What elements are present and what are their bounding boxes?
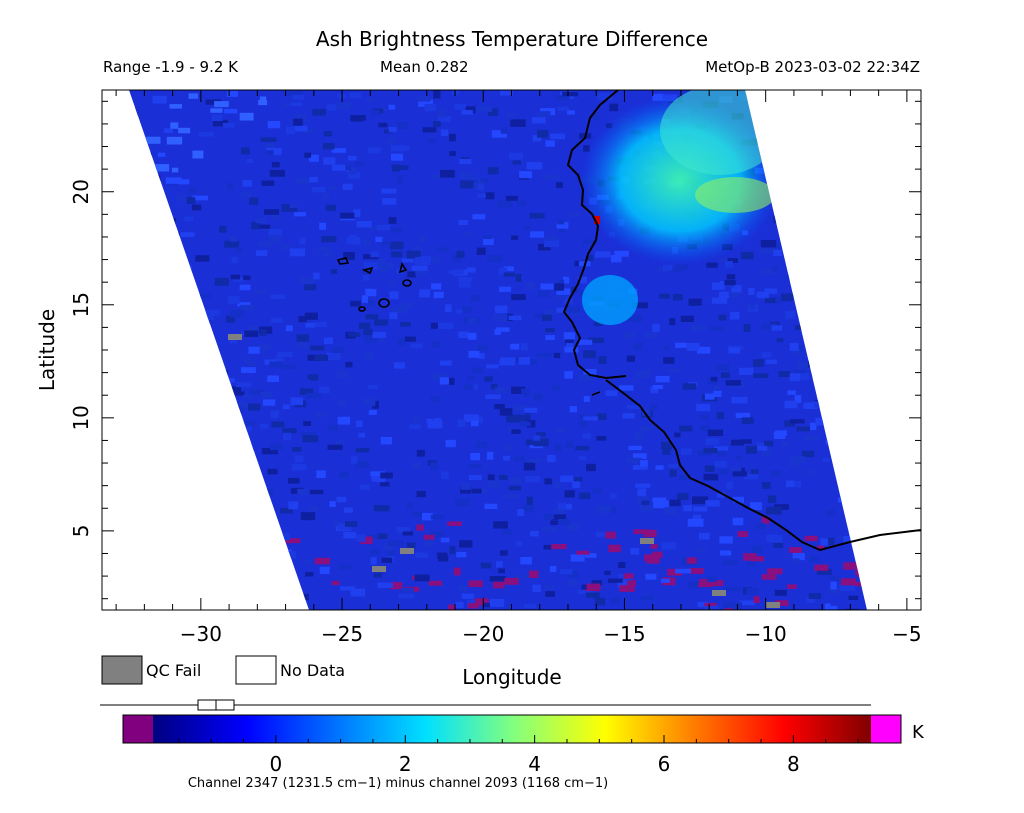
- y-tick-labels: 5 10 15 20: [69, 179, 93, 537]
- colorbar-tick-label: 8: [787, 752, 800, 776]
- x-tick-label: −5: [892, 622, 921, 646]
- no-data-swatch: [235, 655, 277, 685]
- colorbar-tick-label: 4: [528, 752, 541, 776]
- x-tick-label: −10: [745, 622, 787, 646]
- qc-fail-swatch: [101, 655, 143, 685]
- islands: [336, 257, 412, 312]
- y-tick-label: 10: [69, 405, 93, 430]
- y-tick-label: 15: [69, 292, 93, 317]
- x-tick-label: −20: [462, 622, 504, 646]
- y-axis-label: Latitude: [35, 309, 59, 391]
- colorbar-unit: K: [912, 722, 925, 743]
- coastline: [562, 90, 921, 552]
- x-tick-label: −25: [321, 622, 363, 646]
- qc-fail-label: QC Fail: [146, 661, 201, 680]
- x-tick-label: −30: [180, 622, 222, 646]
- colorbar-tick-label: 6: [658, 752, 671, 776]
- colorbar: [153, 715, 871, 743]
- colorbar-tick-label: 0: [270, 752, 283, 776]
- colorbar-caption: Channel 2347 (1231.5 cm−1) minus channel…: [188, 776, 608, 791]
- chart-title: Ash Brightness Temperature Difference: [316, 27, 708, 51]
- hotspot-pixel: [594, 216, 600, 224]
- colorbar-tick-label: 2: [399, 752, 412, 776]
- axis-ticks: [102, 90, 921, 610]
- x-tick-labels: −30 −25 −20 −15 −10 −5: [180, 622, 922, 646]
- colorbar-over-swatch: [871, 715, 901, 743]
- x-tick-label: −15: [603, 622, 645, 646]
- map-area: [102, 90, 921, 610]
- colorbar-under-swatch: [123, 715, 153, 743]
- range-text: Range -1.9 - 9.2 K: [103, 58, 239, 76]
- y-tick-label: 20: [69, 179, 93, 204]
- y-tick-label: 5: [69, 525, 93, 538]
- no-data-label: No Data: [280, 661, 345, 680]
- colorbar-ticks: 0 2 4 6 8: [178, 735, 859, 776]
- satellite-time-text: MetOp-B 2023-03-02 22:34Z: [705, 58, 920, 76]
- x-axis-label: Longitude: [462, 665, 561, 689]
- mean-text: Mean 0.282: [380, 58, 469, 76]
